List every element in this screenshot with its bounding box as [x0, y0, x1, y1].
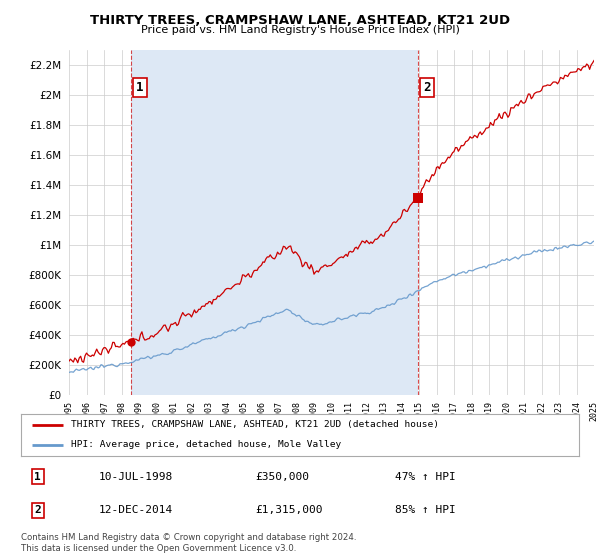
Text: 1: 1: [34, 472, 41, 482]
Text: THIRTY TREES, CRAMPSHAW LANE, ASHTEAD, KT21 2UD (detached house): THIRTY TREES, CRAMPSHAW LANE, ASHTEAD, K…: [71, 421, 439, 430]
Text: 2: 2: [424, 81, 431, 94]
Text: £1,315,000: £1,315,000: [256, 505, 323, 515]
Text: HPI: Average price, detached house, Mole Valley: HPI: Average price, detached house, Mole…: [71, 440, 341, 449]
Text: Price paid vs. HM Land Registry's House Price Index (HPI): Price paid vs. HM Land Registry's House …: [140, 25, 460, 35]
Text: 1: 1: [136, 81, 143, 94]
Text: Contains HM Land Registry data © Crown copyright and database right 2024.
This d: Contains HM Land Registry data © Crown c…: [21, 533, 356, 553]
Text: 10-JUL-1998: 10-JUL-1998: [99, 472, 173, 482]
Text: 47% ↑ HPI: 47% ↑ HPI: [395, 472, 455, 482]
Bar: [131, 50, 418, 395]
Text: 12-DEC-2014: 12-DEC-2014: [99, 505, 173, 515]
Text: THIRTY TREES, CRAMPSHAW LANE, ASHTEAD, KT21 2UD: THIRTY TREES, CRAMPSHAW LANE, ASHTEAD, K…: [90, 14, 510, 27]
Text: 85% ↑ HPI: 85% ↑ HPI: [395, 505, 455, 515]
Text: £350,000: £350,000: [256, 472, 310, 482]
Text: 2: 2: [34, 505, 41, 515]
